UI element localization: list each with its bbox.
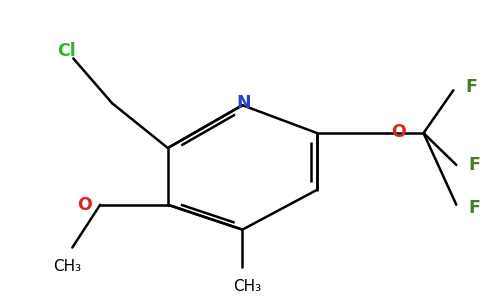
Text: Cl: Cl	[57, 42, 76, 60]
Text: F: F	[469, 199, 480, 217]
Text: CH₃: CH₃	[233, 279, 261, 294]
Text: CH₃: CH₃	[53, 260, 82, 274]
Text: O: O	[77, 196, 91, 214]
Text: F: F	[469, 156, 480, 174]
Text: F: F	[466, 78, 477, 96]
Text: N: N	[237, 94, 251, 112]
Text: O: O	[392, 123, 406, 141]
